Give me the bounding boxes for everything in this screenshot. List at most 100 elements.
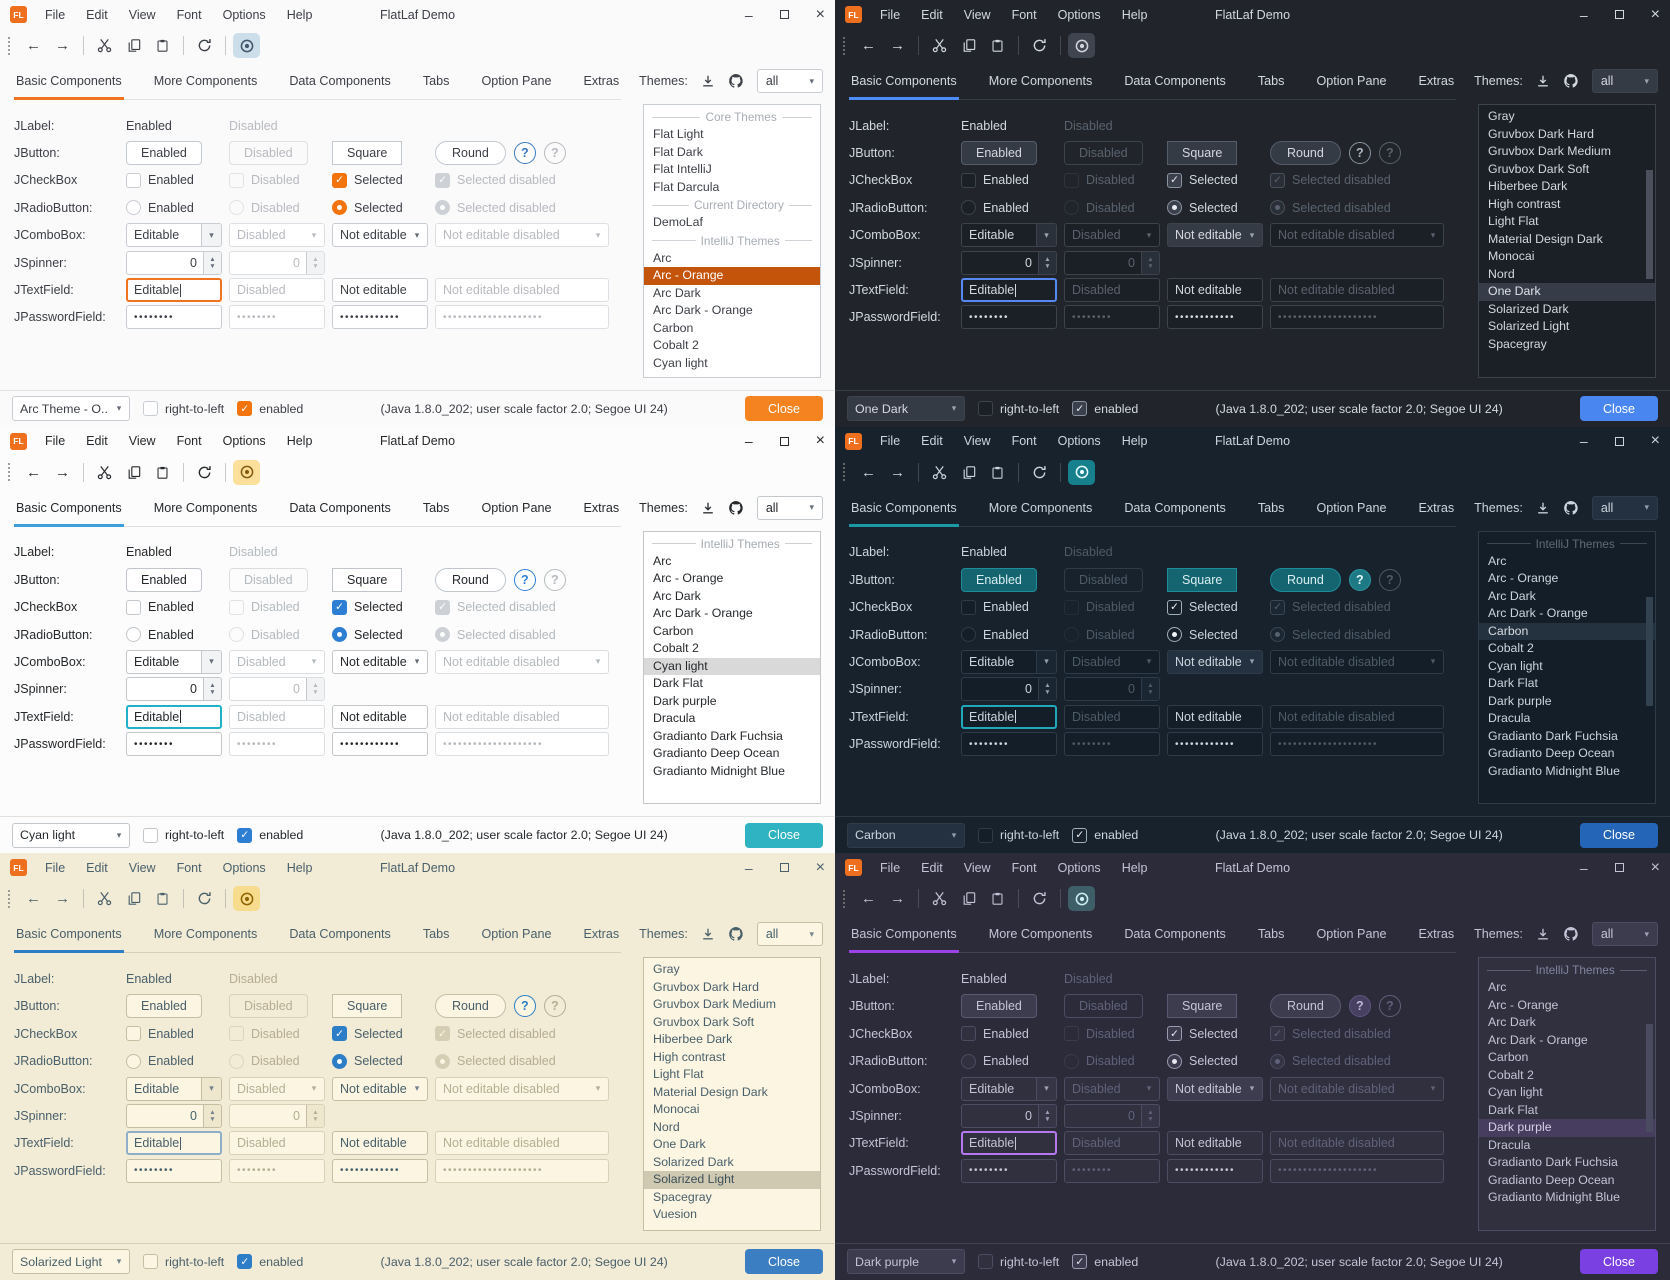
show-eye-icon[interactable] <box>233 33 260 58</box>
theme-item[interactable]: Solarized Light <box>644 1171 820 1189</box>
theme-item[interactable]: Cobalt 2 <box>1488 641 1534 656</box>
theme-item[interactable]: Flat Darcula <box>653 179 720 194</box>
tab-more-components[interactable]: More Components <box>988 500 1093 515</box>
forward-arrow-icon[interactable]: → <box>890 37 905 54</box>
maximize-button[interactable] <box>1614 436 1624 446</box>
theme-item[interactable]: Flat Dark <box>653 144 703 159</box>
theme-item[interactable]: Gradianto Dark Fuchsia <box>1488 1155 1618 1170</box>
jpasswordfield-2[interactable]: •••••••••••• <box>332 1158 428 1183</box>
right-to-left-checkbox[interactable]: right-to-left <box>978 1254 1059 1270</box>
jpasswordfield-0[interactable]: •••••••• <box>126 1158 222 1183</box>
menu-file[interactable]: File <box>45 7 66 22</box>
jtextfield-focus[interactable]: Editable <box>961 1131 1057 1156</box>
jradiobutton-off[interactable]: Enabled <box>126 200 194 216</box>
show-eye-icon[interactable] <box>1068 886 1095 912</box>
jcheckbox-off[interactable]: Enabled <box>126 172 194 188</box>
theme-filter-combo[interactable]: all ▾ <box>1591 495 1658 520</box>
jbutton-round-button[interactable]: Round <box>435 141 506 166</box>
theme-item[interactable]: Dark purple <box>1479 1119 1655 1137</box>
maximize-button[interactable] <box>1614 10 1624 19</box>
paste-icon[interactable] <box>149 886 176 911</box>
download-icon[interactable] <box>701 927 715 941</box>
jpasswordfield-0[interactable]: •••••••• <box>126 305 222 330</box>
tab-more-components[interactable]: More Components <box>988 74 1093 88</box>
theme-select-combo[interactable]: Solarized Light ▾ <box>12 1249 130 1275</box>
refresh-icon[interactable] <box>1026 460 1053 485</box>
theme-item[interactable]: Spacegray <box>1488 336 1547 351</box>
jcombobox-ro[interactable]: Not editable ▾ <box>332 1076 428 1101</box>
jbutton-enabled-button[interactable]: Enabled <box>126 994 202 1019</box>
theme-item[interactable]: Spacegray <box>653 1189 712 1204</box>
tab-data-components[interactable]: Data Components <box>289 500 391 515</box>
menu-edit[interactable]: Edit <box>921 7 943 22</box>
right-to-left-checkbox[interactable]: right-to-left <box>143 1254 224 1270</box>
jcheckbox-on[interactable]: ✓ Selected <box>332 1026 403 1042</box>
right-to-left-checkbox[interactable]: right-to-left <box>978 401 1059 417</box>
close-button[interactable]: Close <box>1580 396 1658 422</box>
github-icon[interactable] <box>1563 73 1579 89</box>
jcheckbox-on[interactable]: ✓ Selected <box>1167 1026 1238 1042</box>
help-icon[interactable]: ? <box>513 568 536 591</box>
theme-item[interactable]: One Dark <box>1479 283 1655 301</box>
forward-arrow-icon[interactable]: → <box>890 890 905 908</box>
right-to-left-checkbox[interactable]: right-to-left <box>978 827 1059 843</box>
jtextfield-focus[interactable]: Editable <box>126 1131 222 1156</box>
jcombobox-edit[interactable]: Editable ▾ <box>126 1076 222 1101</box>
forward-arrow-icon[interactable]: → <box>890 463 905 481</box>
toolbar-grip[interactable] <box>8 463 10 482</box>
menu-edit[interactable]: Edit <box>86 7 108 22</box>
theme-item[interactable]: Dark Flat <box>1488 676 1538 691</box>
theme-item[interactable]: Arc Dark - Orange <box>1488 606 1588 621</box>
tab-basic-components[interactable]: Basic Components <box>849 501 959 527</box>
tab-basic-components[interactable]: Basic Components <box>14 927 124 954</box>
window-close-button[interactable]: × <box>1650 432 1660 450</box>
jtextfield-ro[interactable]: Not editable <box>332 278 428 303</box>
jbutton-square-button[interactable]: Square <box>332 141 403 166</box>
theme-item[interactable]: Cyan light <box>1488 658 1543 673</box>
theme-item[interactable]: Gradianto Midnight Blue <box>1488 763 1620 778</box>
minimize-button[interactable]: – <box>744 6 753 23</box>
paste-icon[interactable] <box>984 886 1011 911</box>
theme-item[interactable]: One Dark <box>653 1137 706 1152</box>
theme-filter-combo[interactable]: all ▾ <box>756 495 823 520</box>
copy-icon[interactable] <box>120 886 147 911</box>
theme-item[interactable]: Cyan light <box>644 657 820 676</box>
theme-item[interactable]: Carbon <box>653 320 694 335</box>
theme-item[interactable]: Hiberbee Dark <box>1488 179 1568 193</box>
toolbar-grip[interactable] <box>8 36 10 55</box>
menu-options[interactable]: Options <box>1057 7 1101 22</box>
theme-item[interactable]: Gruvbox Dark Medium <box>1488 144 1612 158</box>
jbutton-round-button[interactable]: Round <box>1270 994 1341 1019</box>
jradiobutton-on[interactable]: Selected <box>332 627 403 643</box>
theme-item[interactable]: DemoLaf <box>653 215 703 229</box>
github-icon[interactable] <box>728 926 744 942</box>
jradiobutton-on[interactable]: Selected <box>1167 200 1238 216</box>
paste-icon[interactable] <box>984 460 1011 485</box>
minimize-button[interactable]: – <box>744 433 753 450</box>
show-eye-icon[interactable] <box>233 459 260 485</box>
theme-item[interactable]: Solarized Dark <box>653 1154 734 1169</box>
refresh-icon[interactable] <box>191 33 218 58</box>
jbutton-enabled-button[interactable]: Enabled <box>126 567 202 592</box>
menu-help[interactable]: Help <box>1121 7 1148 22</box>
tab-more-components[interactable]: More Components <box>153 74 258 88</box>
theme-item[interactable]: Material Design Dark <box>653 1084 768 1099</box>
show-eye-icon[interactable] <box>1068 459 1095 485</box>
theme-item[interactable]: Cobalt 2 <box>653 338 699 352</box>
menu-font[interactable]: Font <box>176 7 202 22</box>
jradiobutton-on[interactable]: Selected <box>332 1053 403 1069</box>
theme-item[interactable]: Dracula <box>1488 1137 1531 1152</box>
tab-data-components[interactable]: Data Components <box>1124 74 1226 88</box>
jcombobox-edit[interactable]: Editable ▾ <box>961 649 1057 674</box>
copy-icon[interactable] <box>955 460 982 485</box>
jcheckbox-on[interactable]: ✓ Selected <box>1167 172 1238 188</box>
theme-item[interactable]: Carbon <box>653 623 694 638</box>
tab-option-pane[interactable]: Option Pane <box>481 927 552 942</box>
menu-font[interactable]: Font <box>1011 434 1037 449</box>
menu-options[interactable]: Options <box>1057 434 1101 449</box>
back-arrow-icon[interactable]: ← <box>861 37 876 54</box>
theme-item[interactable]: Arc <box>1488 553 1507 568</box>
toolbar-grip[interactable] <box>843 889 845 908</box>
jbutton-round-button[interactable]: Round <box>1270 567 1341 592</box>
theme-item[interactable]: Gruvbox Dark Hard <box>1488 126 1594 141</box>
